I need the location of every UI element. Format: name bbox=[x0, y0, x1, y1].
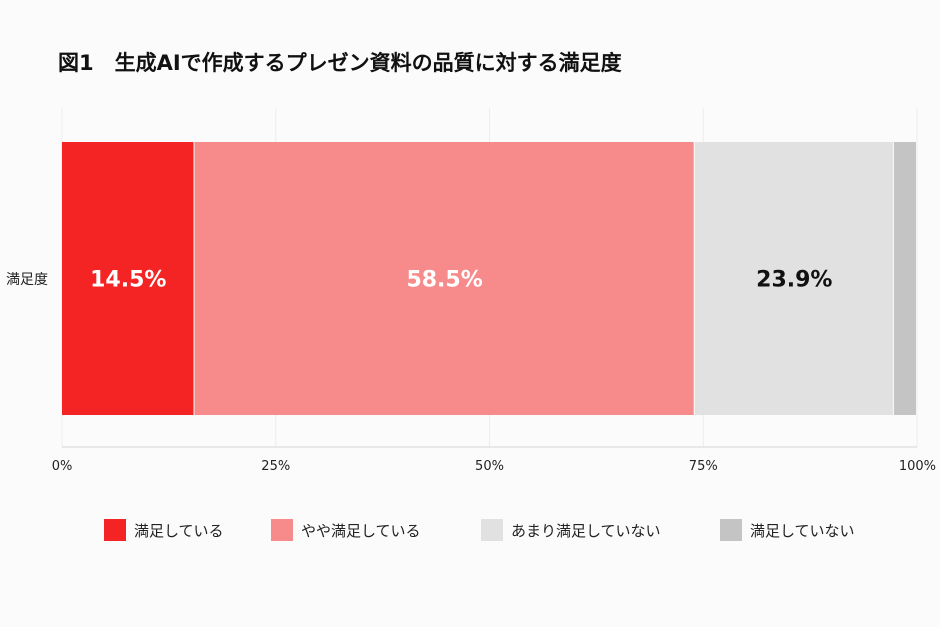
bar-segment bbox=[893, 142, 916, 415]
x-tick-label: 0% bbox=[52, 459, 73, 474]
legend-swatch bbox=[481, 519, 503, 541]
x-axis-ticks: 0% 25% 50% 75% 100% bbox=[52, 459, 936, 474]
legend-label: 満足していない bbox=[750, 522, 855, 540]
legend-swatch bbox=[271, 519, 293, 541]
bar-segment bbox=[194, 142, 694, 415]
legend-label: あまり満足していない bbox=[511, 522, 661, 540]
bar-segments: 14.5% 58.5% 23.9% bbox=[62, 142, 916, 415]
legend-label: 満足している bbox=[134, 522, 224, 540]
bar-data-label: 23.9% bbox=[756, 268, 832, 293]
legend-label: やや満足している bbox=[301, 522, 421, 540]
x-tick-label: 50% bbox=[475, 459, 504, 474]
legend-swatch bbox=[104, 519, 126, 541]
chart-title: 図1 生成AIで作成するプレゼン資料の品質に対する満足度 bbox=[58, 51, 622, 75]
category-label: 満足度 bbox=[6, 272, 48, 288]
legend-swatch bbox=[720, 519, 742, 541]
x-tick-label: 25% bbox=[261, 459, 290, 474]
x-tick-label: 100% bbox=[899, 459, 936, 474]
x-tick-label: 75% bbox=[689, 459, 718, 474]
bar-data-label: 14.5% bbox=[90, 268, 166, 293]
bar-data-label: 58.5% bbox=[406, 268, 482, 293]
bar-segment bbox=[62, 142, 194, 415]
bar-segment bbox=[694, 142, 893, 415]
legend: 満足している やや満足している あまり満足していない 満足していない bbox=[104, 519, 855, 541]
